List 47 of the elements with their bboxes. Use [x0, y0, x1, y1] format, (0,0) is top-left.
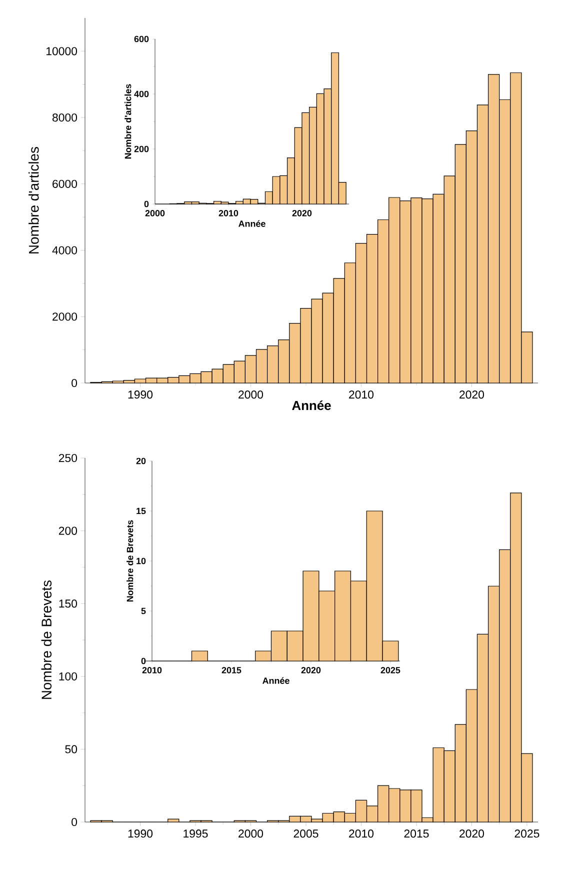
- x-axis-title: Année: [262, 677, 290, 684]
- x-tick-label: 2025: [380, 667, 400, 674]
- y-tick-label: 10: [136, 558, 146, 564]
- x-tick-label: 2010: [218, 210, 238, 216]
- y-tick-label: 150: [59, 600, 78, 608]
- y-axis-title: Nombre d'articles: [28, 146, 39, 254]
- y-tick-label: 8000: [52, 113, 78, 122]
- y-tick-label: 100: [59, 672, 78, 680]
- y-tick-label: 600: [134, 36, 149, 42]
- x-tick-label: 2015: [222, 667, 242, 674]
- x-tick-label: 2020: [460, 390, 484, 399]
- x-tick-label: 2020: [460, 830, 484, 838]
- y-tick-label: 0: [72, 818, 78, 826]
- y-tick-label: 200: [58, 526, 78, 535]
- y-tick-label: 0: [141, 658, 146, 664]
- x-axis-title: Année: [292, 400, 331, 410]
- y-tick-label: 20: [136, 458, 146, 464]
- y-tick-label: 6000: [52, 180, 78, 188]
- y-tick-label: 200: [134, 146, 149, 152]
- x-axis-title: Année: [238, 220, 266, 227]
- y-tick-label: 50: [65, 745, 78, 754]
- x-tick-label: 1995: [184, 830, 208, 838]
- y-tick-label: 4000: [52, 246, 78, 254]
- y-tick-label: 15: [136, 508, 146, 514]
- y-tick-label: 5: [141, 608, 146, 614]
- y-tick-label: 0: [144, 200, 149, 208]
- x-tick-label: 2015: [404, 830, 429, 838]
- y-tick-label: 2000: [52, 312, 78, 321]
- x-tick-label: 2010: [349, 830, 374, 838]
- x-tick-label: 2010: [142, 667, 162, 674]
- x-tick-label: 2000: [145, 210, 165, 216]
- x-tick-label: 2025: [514, 830, 540, 838]
- x-tick-label: 2000: [238, 830, 264, 838]
- y-axis-title: Nombre de Brevets: [41, 580, 52, 699]
- y-tick-label: 10000: [46, 47, 78, 56]
- x-tick-label: 2020: [301, 667, 321, 674]
- x-tick-label: 2005: [294, 830, 318, 838]
- y-tick-label: 250: [58, 454, 78, 462]
- y-axis-title: Nombre d'articles: [124, 84, 132, 159]
- x-tick-label: 2000: [238, 390, 264, 399]
- y-tick-label: 400: [134, 90, 149, 98]
- y-tick-label: 0: [72, 378, 78, 388]
- x-tick-label: 1990: [128, 390, 153, 399]
- x-tick-label: 2020: [292, 210, 312, 216]
- y-axis-title: Nombre de Brevets: [126, 520, 134, 602]
- x-tick-label: 1990: [128, 830, 153, 838]
- x-tick-label: 2010: [349, 390, 374, 399]
